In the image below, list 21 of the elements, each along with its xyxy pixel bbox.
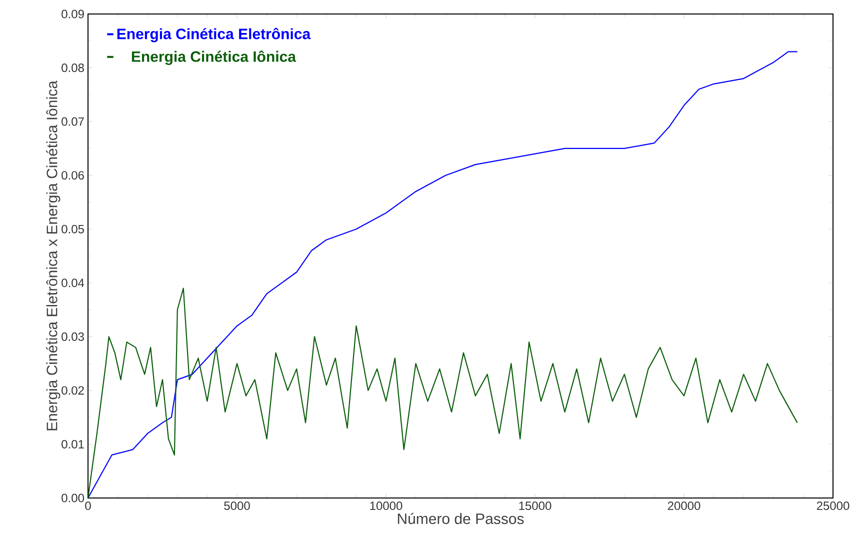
- y-tick-label: 0.09: [62, 10, 84, 18]
- line-series: [88, 288, 798, 498]
- legend-label: Energia Cinética Eletrônica: [117, 28, 311, 42]
- x-axis-title: Número de Passos: [398, 512, 524, 524]
- x-tick-label: 15000: [519, 502, 552, 510]
- y-tick-label: 0.08: [62, 64, 84, 72]
- x-tick-label: 25000: [816, 502, 850, 510]
- y-tick-label: 0.07: [62, 117, 84, 126]
- y-tick-label: 0.00: [62, 494, 84, 502]
- y-axis-title: Energia Cinética Eletrônica x Energia Cinética Iônica: [46, 80, 60, 430]
- y-tick-label: 0.03: [62, 332, 84, 341]
- y-tick-label: 0.01: [62, 440, 84, 448]
- y-tick-label: 0.06: [62, 171, 84, 180]
- y-tick-label: 0.02: [62, 386, 84, 395]
- y-tick-label: 0.04: [62, 278, 84, 288]
- x-tick-label: 10000: [370, 502, 402, 510]
- x-tick-label: 5000: [224, 502, 250, 510]
- x-tick-label: 20000: [668, 502, 700, 510]
- x-tick-label: 0: [85, 502, 91, 510]
- legend-label: Energia Cinética Iônica: [132, 50, 296, 65]
- y-tick-label: 0.05: [62, 224, 84, 234]
